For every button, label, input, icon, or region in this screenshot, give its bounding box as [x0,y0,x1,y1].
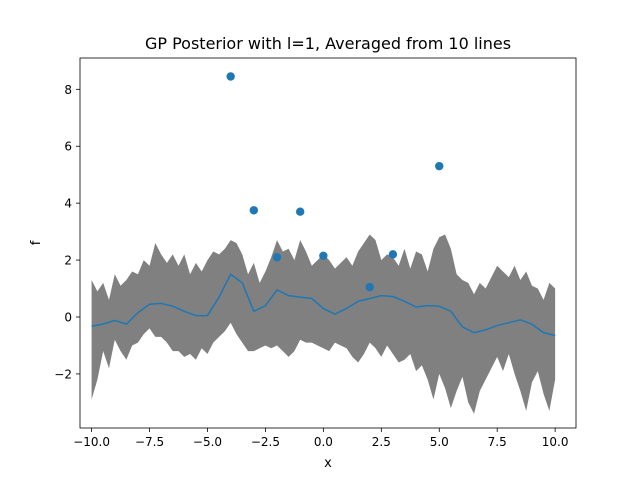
x-tick-label: −2.5 [251,435,280,449]
x-tick-label: −7.5 [135,435,164,449]
x-tick-label: 5.0 [430,435,449,449]
y-tick-label: 6 [64,140,72,154]
y-tick-label: 2 [64,254,72,268]
observation-point [389,250,397,258]
observation-point [296,207,304,215]
observation-point [226,72,234,80]
observation-point [435,162,443,170]
observation-point [366,283,374,291]
x-tick-label: 7.5 [488,435,507,449]
y-tick-label: 0 [64,311,72,325]
x-tick-label: 0.0 [314,435,333,449]
observation-point [250,206,258,214]
x-tick-label: −5.0 [193,435,222,449]
x-tick-label: 10.0 [542,435,569,449]
y-axis-label: f [29,240,44,245]
observation-point [319,252,327,260]
y-tick-label: 8 [64,83,72,97]
chart-title: GP Posterior with l=1, Averaged from 10 … [145,34,511,53]
x-axis-label: x [324,456,332,471]
observation-point [273,253,281,261]
y-tick-label: 4 [64,197,72,211]
x-tick-label: −10.0 [73,435,110,449]
y-tick-label: −2 [54,367,72,381]
x-tick-label: 2.5 [372,435,391,449]
